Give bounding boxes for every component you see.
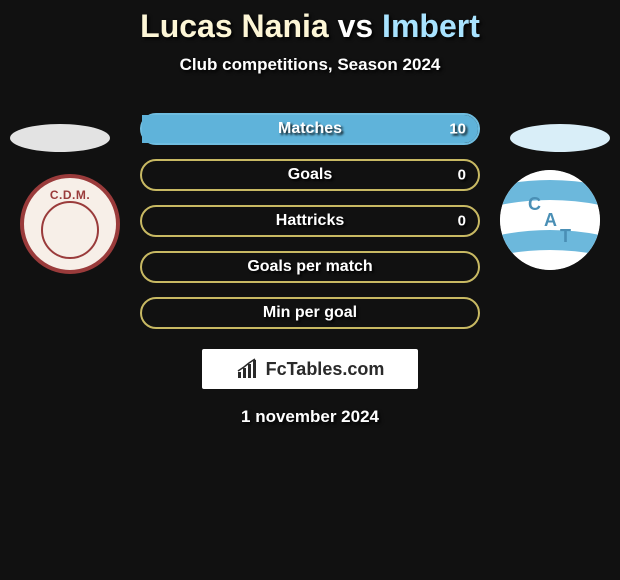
stat-bars: 10 Matches 0 Goals 0 Hattricks Goals per match… <box>140 113 480 329</box>
vs-text: vs <box>338 8 374 44</box>
stat-bar: 0 Hattricks <box>140 205 480 237</box>
crest-left-inner <box>41 201 99 259</box>
oval-shadow-left <box>10 124 110 152</box>
player1-name: Lucas Nania <box>140 8 329 44</box>
watermark: FcTables.com <box>202 349 418 389</box>
bar-label: Matches <box>278 120 342 138</box>
bar-value-right: 0 <box>458 167 466 184</box>
subtitle: Club competitions, Season 2024 <box>0 55 620 75</box>
stat-bar: Min per goal <box>140 297 480 329</box>
date-text: 1 november 2024 <box>0 407 620 427</box>
svg-text:A: A <box>544 210 557 230</box>
infographic-container: Lucas Nania vs Imbert Club competitions,… <box>0 0 620 580</box>
bar-label: Goals <box>288 166 332 184</box>
svg-text:C: C <box>528 194 541 214</box>
bar-value-right: 10 <box>449 121 466 138</box>
bar-label: Min per goal <box>263 304 357 322</box>
club-crest-right: C A T <box>500 170 600 270</box>
crest-right-svg: C A T <box>500 170 600 270</box>
stat-bar: Goals per match <box>140 251 480 283</box>
chart-icon <box>236 358 262 380</box>
stat-bar: 10 Matches <box>140 113 480 145</box>
club-crest-left: C.D.M. <box>20 174 120 274</box>
oval-shadow-right <box>510 124 610 152</box>
svg-text:T: T <box>560 226 571 246</box>
stat-bar: 0 Goals <box>140 159 480 191</box>
bar-label: Goals per match <box>247 258 372 276</box>
crest-left-text: C.D.M. <box>50 188 90 202</box>
player2-name: Imbert <box>382 8 480 44</box>
bar-label: Hattricks <box>276 212 344 230</box>
page-title: Lucas Nania vs Imbert <box>0 8 620 45</box>
watermark-text: FcTables.com <box>266 359 385 380</box>
bar-value-right: 0 <box>458 213 466 230</box>
